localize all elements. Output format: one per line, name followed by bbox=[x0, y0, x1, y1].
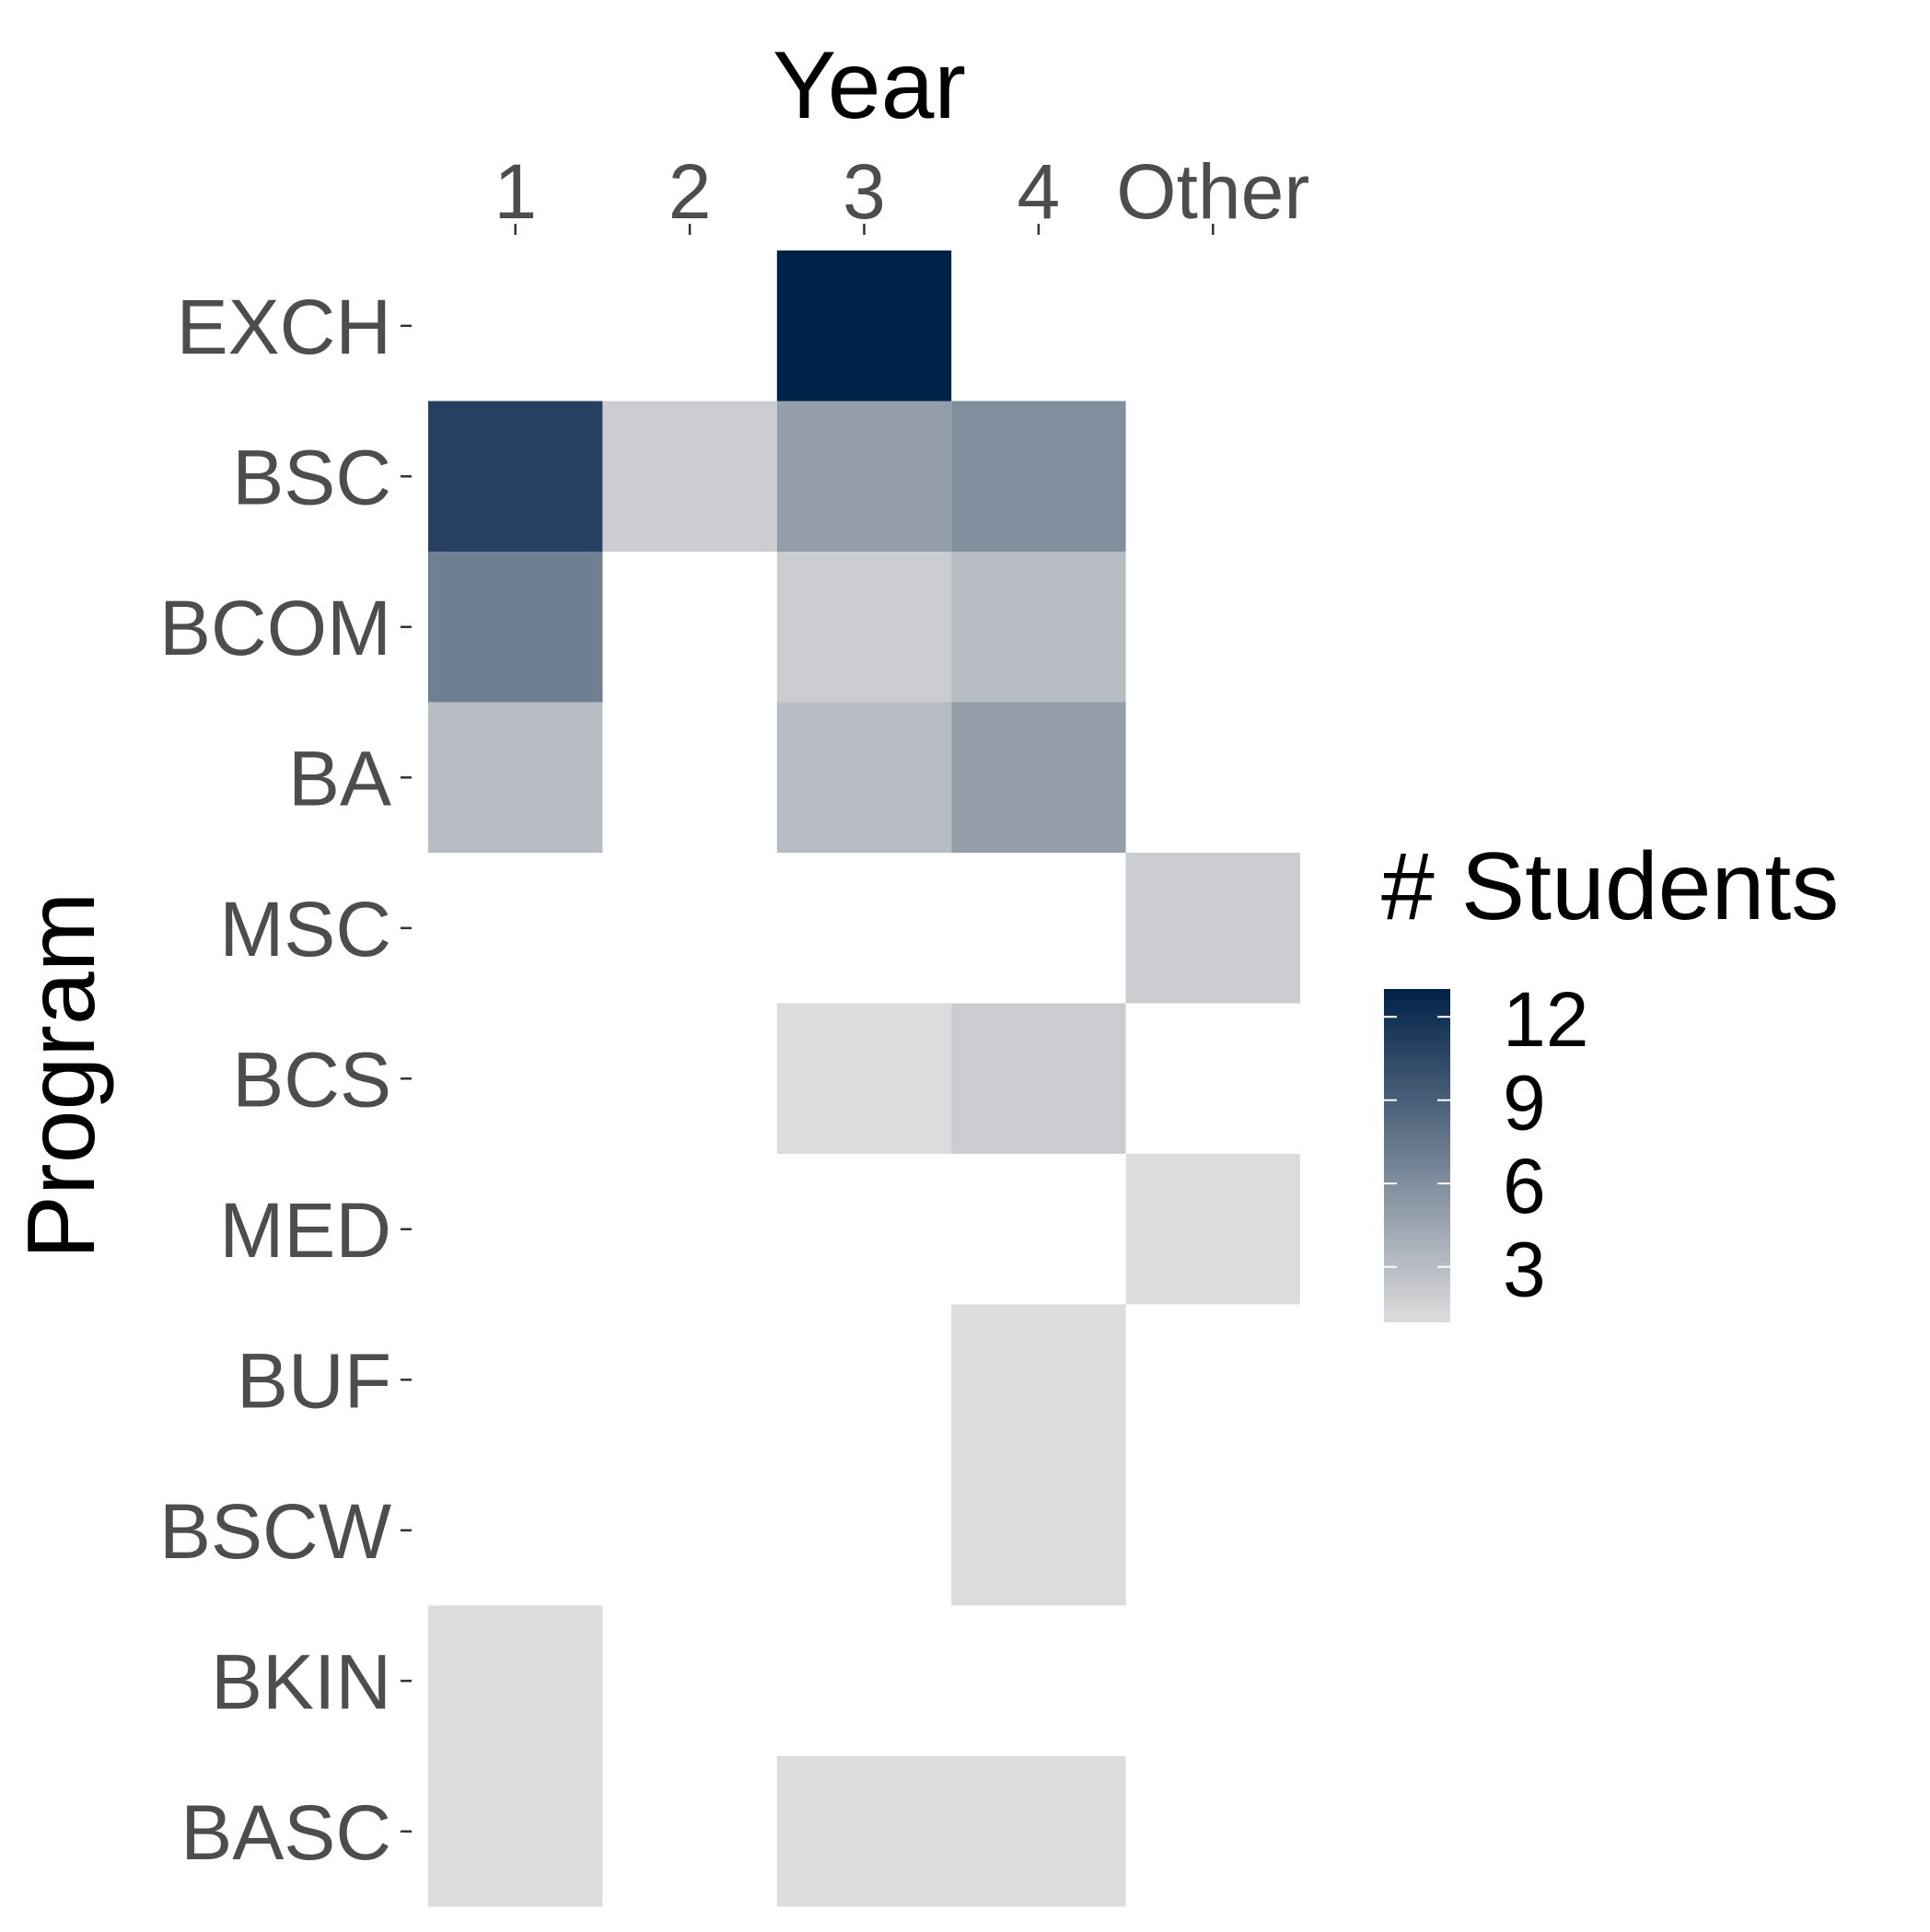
heatmap-cell-bkin-1 bbox=[428, 1605, 603, 1756]
heatmap-cell-bsc-4 bbox=[951, 401, 1126, 552]
legend-tick-label: 12 bbox=[1503, 976, 1588, 1063]
heatmap-cell-exch-3 bbox=[776, 250, 952, 402]
heatmap-cell-bscw-4 bbox=[951, 1455, 1126, 1606]
x-tick-label: 4 bbox=[1017, 148, 1061, 235]
heatmap-cell-msc-other bbox=[1125, 853, 1300, 1004]
heatmap-cell-bsc-3 bbox=[776, 401, 952, 552]
x-axis-title: Year bbox=[773, 32, 966, 139]
y-tick-label: BSCW bbox=[159, 1488, 391, 1575]
x-tick-label: 3 bbox=[843, 148, 886, 235]
heatmap-cell-ba-1 bbox=[428, 702, 603, 853]
x-tick-label: Other bbox=[1116, 148, 1309, 235]
y-tick-label: EXCH bbox=[177, 284, 391, 370]
heatmap-cell-bcom-1 bbox=[428, 552, 603, 703]
legend-tick-label: 3 bbox=[1503, 1227, 1546, 1313]
heatmap-cell-med-other bbox=[1125, 1154, 1300, 1305]
heatmap-cell-basc-3 bbox=[776, 1756, 952, 1907]
y-tick-label: BASC bbox=[180, 1789, 391, 1876]
heatmap-cell-ba-4 bbox=[951, 702, 1126, 853]
heatmap-cell-ba-3 bbox=[776, 702, 952, 853]
legend-title: # Students bbox=[1381, 833, 1839, 940]
x-tick-label: 1 bbox=[494, 148, 537, 235]
heatmap-cell-bcs-4 bbox=[951, 1003, 1126, 1154]
y-tick-label: MSC bbox=[219, 886, 391, 972]
x-tick-label: 2 bbox=[669, 148, 712, 235]
heatmap-cell-bcom-4 bbox=[951, 552, 1126, 703]
heatmap-cell-bcom-3 bbox=[776, 552, 952, 703]
legend-colorbar bbox=[1384, 989, 1450, 1322]
heatmap-cell-bsc-2 bbox=[602, 401, 777, 552]
legend-tick-label: 9 bbox=[1503, 1060, 1546, 1146]
y-tick-label: MED bbox=[219, 1187, 391, 1274]
y-tick-label: BUF bbox=[237, 1337, 391, 1424]
y-tick-label: BA bbox=[288, 735, 391, 821]
heatmap-cell-bcs-3 bbox=[776, 1003, 952, 1154]
heatmap-cells bbox=[428, 250, 1300, 1907]
heatmap-cell-buf-4 bbox=[951, 1304, 1126, 1455]
heatmap-cell-bsc-1 bbox=[428, 401, 603, 552]
legend-tick-label: 6 bbox=[1503, 1143, 1546, 1229]
x-axis-ticks: 1 2 3 4 Other bbox=[494, 148, 1309, 235]
y-tick-label: BSC bbox=[232, 434, 391, 520]
y-tick-label: BCOM bbox=[159, 585, 391, 671]
y-tick-label: BCS bbox=[232, 1036, 391, 1123]
y-axis-title: Program bbox=[8, 892, 115, 1260]
y-axis-ticks: EXCH BSC BCOM BA MSC BCS MED BUF BSCW BKIN BASC bbox=[159, 284, 412, 1876]
heatmap-cell-basc-1 bbox=[428, 1756, 603, 1907]
y-tick-label: BKIN bbox=[211, 1638, 391, 1725]
heatmap-cell-basc-4 bbox=[951, 1756, 1126, 1907]
